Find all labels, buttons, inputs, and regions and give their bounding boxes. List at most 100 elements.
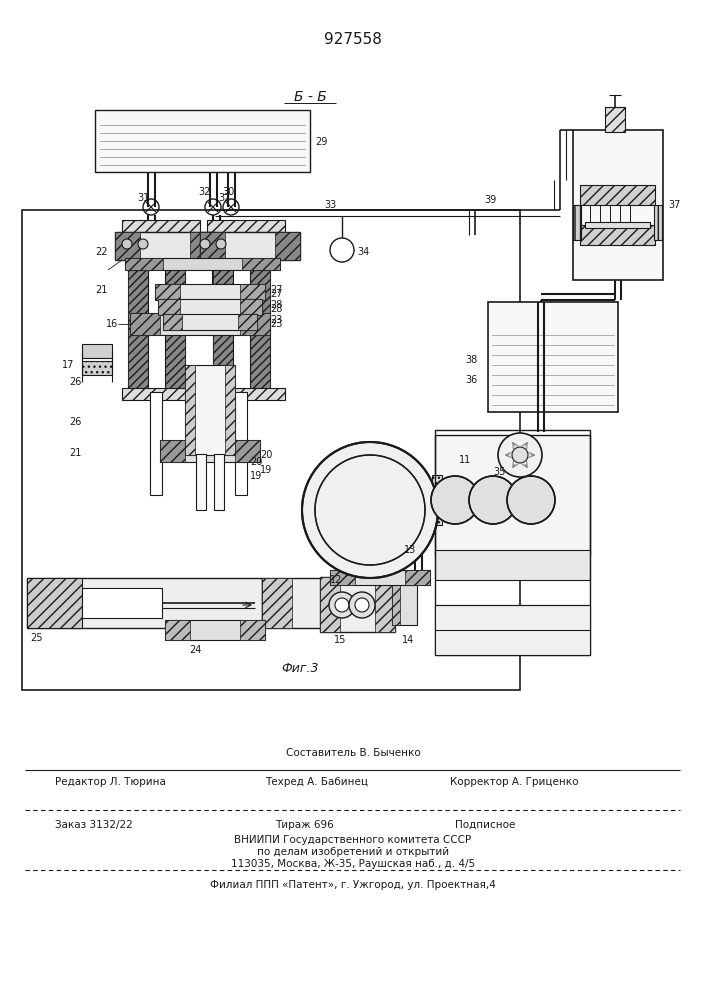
Bar: [435, 605, 590, 655]
Text: 39: 39: [484, 195, 496, 205]
Bar: [200, 232, 300, 260]
Text: 29: 29: [315, 137, 327, 147]
Bar: [196, 454, 206, 510]
Text: Подписное: Подписное: [455, 820, 515, 830]
Bar: [240, 284, 265, 300]
Bar: [573, 205, 581, 240]
Text: 12: 12: [330, 575, 342, 585]
Text: 31: 31: [137, 193, 149, 203]
Bar: [488, 302, 618, 412]
Text: 927558: 927558: [324, 32, 382, 47]
Bar: [122, 220, 200, 232]
Bar: [242, 258, 280, 270]
Text: Фиг.3: Фиг.3: [281, 662, 319, 674]
Bar: [250, 227, 270, 392]
Bar: [435, 435, 590, 555]
Bar: [158, 299, 262, 315]
Bar: [115, 232, 140, 260]
Bar: [165, 620, 190, 640]
Text: 21: 21: [95, 285, 108, 295]
Circle shape: [431, 476, 479, 524]
Bar: [435, 550, 590, 580]
Text: Корректор А. Гриценко: Корректор А. Гриценко: [450, 777, 578, 787]
Bar: [573, 130, 663, 280]
Text: 28: 28: [270, 300, 282, 310]
Bar: [235, 392, 247, 495]
Bar: [580, 185, 655, 205]
Text: 28: 28: [270, 304, 282, 314]
Circle shape: [302, 442, 438, 578]
Bar: [115, 232, 215, 260]
Bar: [654, 205, 662, 240]
Bar: [27, 578, 82, 628]
Bar: [238, 314, 257, 330]
Bar: [330, 570, 355, 585]
Circle shape: [355, 598, 369, 612]
Text: по делам изобретений и открытий: по делам изобретений и открытий: [257, 847, 449, 857]
Wedge shape: [512, 500, 550, 520]
Text: 30: 30: [222, 187, 234, 197]
Text: Заказ 3132/22: Заказ 3132/22: [55, 820, 133, 830]
Circle shape: [469, 476, 517, 524]
Bar: [330, 570, 430, 585]
Text: 23: 23: [270, 315, 282, 325]
Bar: [580, 225, 655, 245]
Circle shape: [349, 592, 375, 618]
Text: 25: 25: [30, 633, 42, 643]
Text: 21: 21: [69, 448, 82, 458]
Text: 36: 36: [466, 375, 478, 385]
Bar: [207, 220, 285, 232]
Text: 17: 17: [62, 360, 74, 370]
Bar: [240, 313, 270, 335]
Bar: [125, 258, 163, 270]
Text: 13: 13: [404, 545, 416, 555]
Bar: [432, 475, 442, 525]
Bar: [275, 232, 300, 260]
Bar: [165, 620, 265, 640]
Text: 32: 32: [199, 187, 211, 197]
Bar: [225, 365, 235, 455]
Text: Техред А. Бабинец: Техред А. Бабинец: [265, 777, 368, 787]
Bar: [240, 299, 262, 315]
Bar: [122, 388, 200, 400]
Text: 32: 32: [218, 193, 230, 203]
Text: 11: 11: [459, 455, 471, 465]
Text: Редактор Л. Тюрина: Редактор Л. Тюрина: [55, 777, 166, 787]
Bar: [262, 578, 292, 628]
Bar: [22, 210, 520, 690]
Bar: [150, 392, 162, 495]
Bar: [165, 227, 185, 392]
Circle shape: [507, 476, 555, 524]
Bar: [160, 440, 185, 462]
Bar: [128, 227, 148, 392]
Text: 19: 19: [250, 471, 262, 481]
Bar: [320, 577, 395, 632]
Text: Составитель В. Быченко: Составитель В. Быченко: [286, 748, 421, 758]
Circle shape: [335, 598, 349, 612]
Bar: [233, 227, 250, 392]
Bar: [165, 227, 185, 392]
Circle shape: [200, 239, 210, 249]
Bar: [130, 313, 160, 335]
Circle shape: [498, 433, 542, 477]
Text: 20: 20: [260, 450, 272, 460]
Text: 23: 23: [270, 319, 282, 329]
Bar: [214, 454, 224, 510]
Bar: [125, 258, 280, 270]
Text: 22: 22: [95, 247, 108, 257]
Bar: [207, 388, 285, 400]
Bar: [185, 365, 195, 455]
Bar: [405, 570, 430, 585]
Bar: [82, 344, 112, 358]
Circle shape: [512, 447, 528, 463]
Bar: [375, 577, 395, 632]
Bar: [82, 361, 112, 375]
Bar: [213, 227, 233, 392]
Circle shape: [330, 238, 354, 262]
Bar: [128, 227, 148, 392]
Text: 38: 38: [466, 355, 478, 365]
Bar: [605, 107, 625, 132]
Bar: [82, 588, 162, 618]
Bar: [163, 314, 257, 330]
Text: 24: 24: [189, 645, 201, 655]
